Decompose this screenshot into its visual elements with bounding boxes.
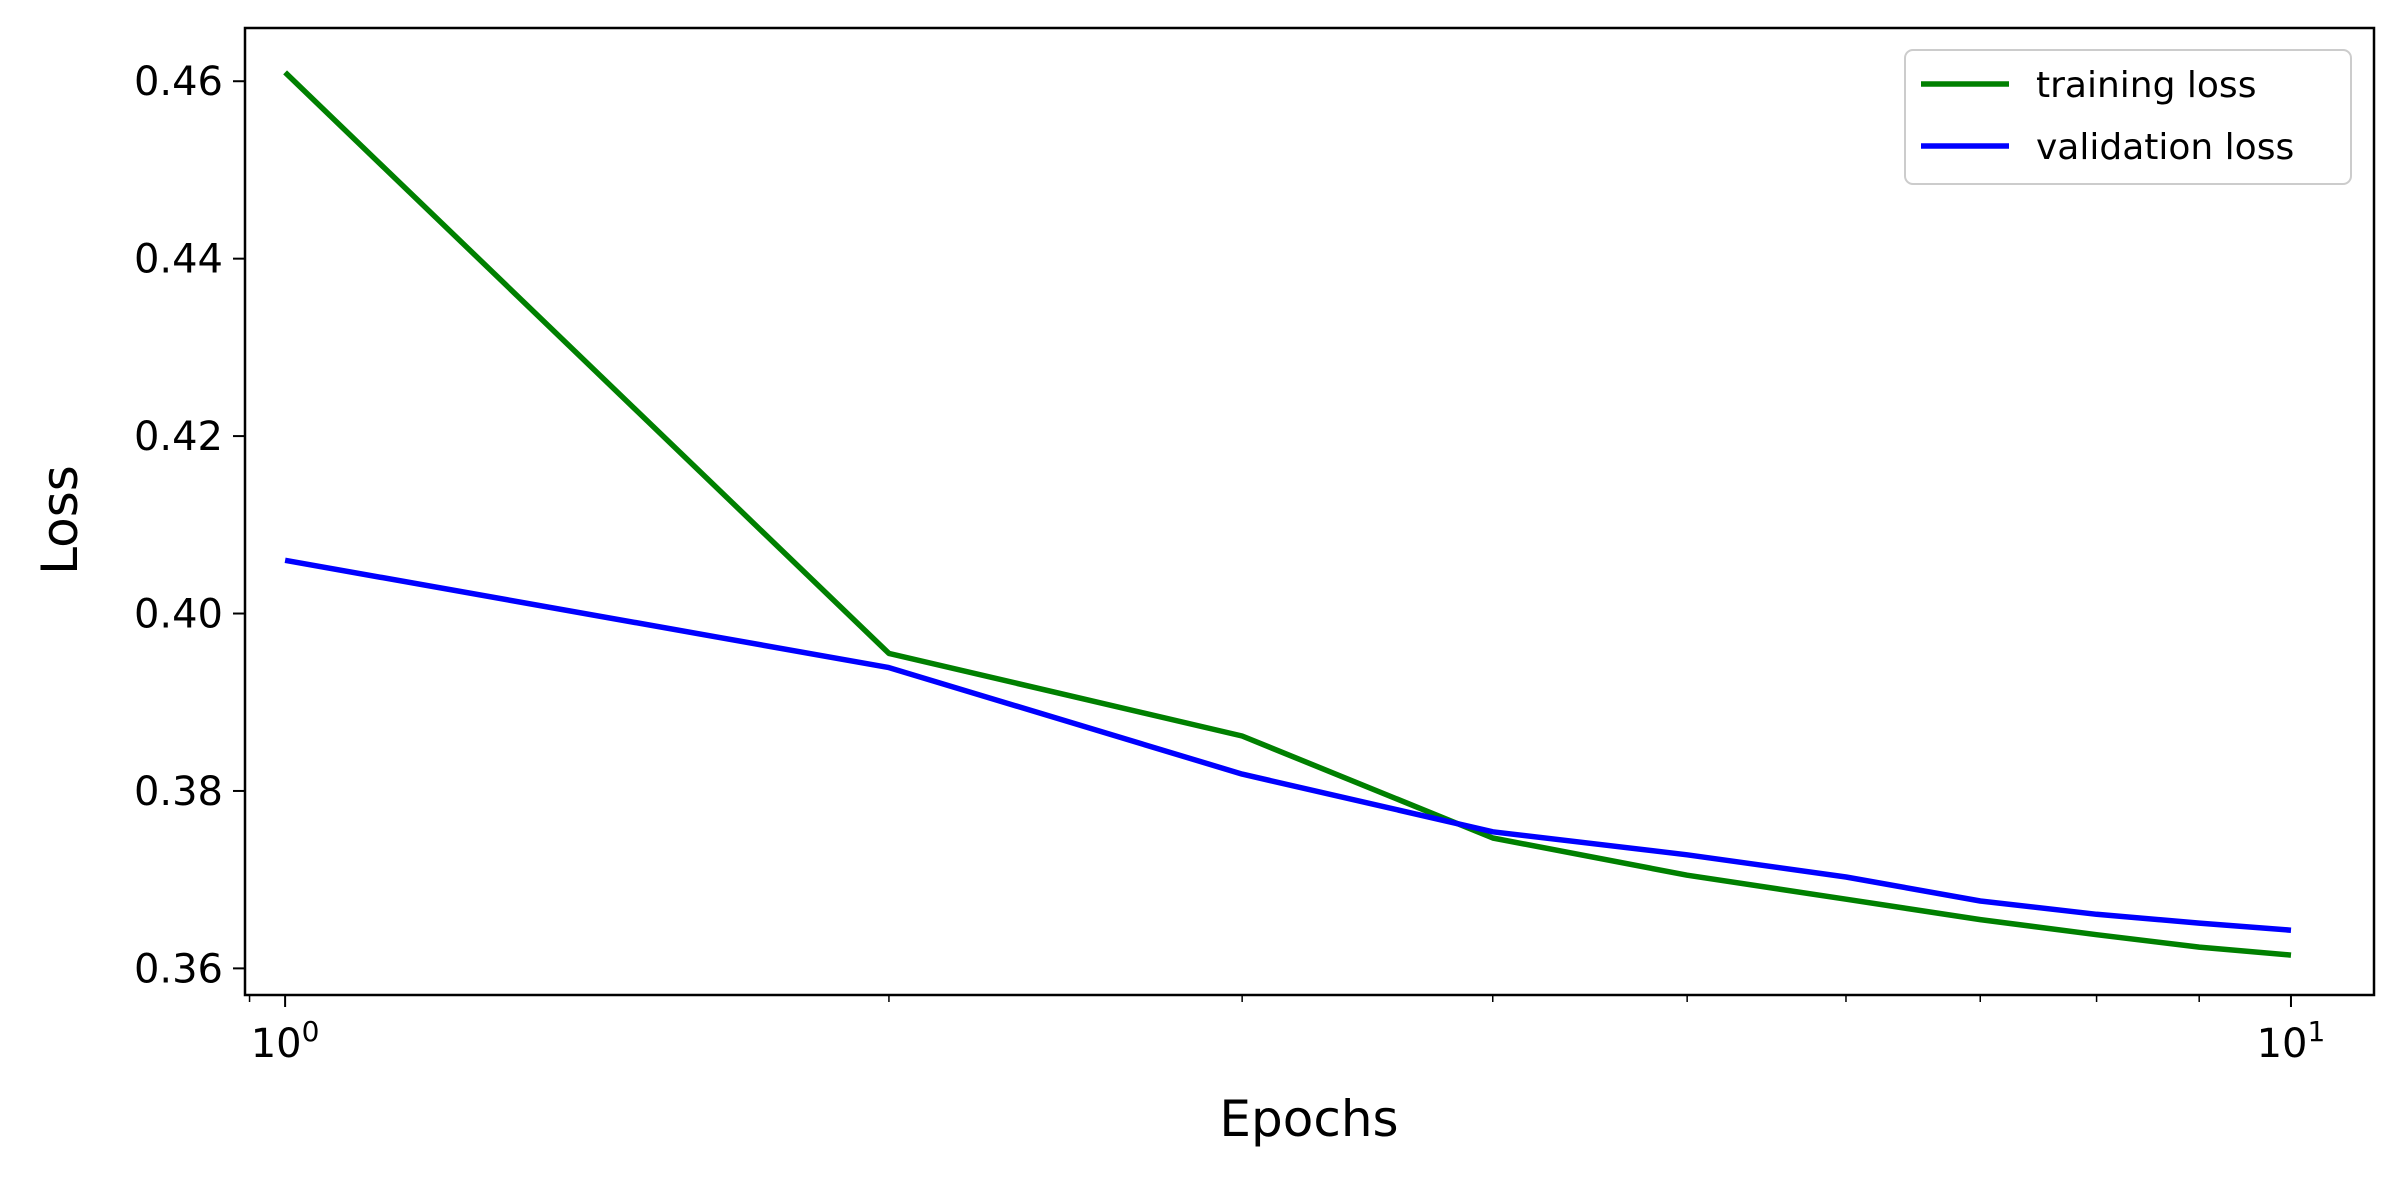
x-tick-label: 100 xyxy=(251,1015,320,1067)
y-axis-title: Loss xyxy=(31,465,89,575)
series-line-training-loss xyxy=(283,70,2292,958)
y-tick-label: 0.36 xyxy=(134,946,223,992)
series-lines xyxy=(283,70,2292,958)
x-tick-label-exponent: 0 xyxy=(302,1015,320,1048)
y-tick-label: 0.38 xyxy=(134,769,223,815)
x-axis-title: Epochs xyxy=(1219,1090,1398,1148)
series-line-validation-loss xyxy=(284,557,2292,933)
y-tick-label: 0.42 xyxy=(134,414,223,460)
y-tick-label: 0.46 xyxy=(134,59,223,105)
y-tick-label: 0.44 xyxy=(134,237,223,283)
legend-label: validation loss xyxy=(2036,127,2294,168)
x-tick-label-base: 10 xyxy=(251,1021,302,1067)
legend-label: training loss xyxy=(2036,65,2256,106)
legend: training loss validation loss xyxy=(1904,49,2352,185)
x-tick-label-exponent: 1 xyxy=(2308,1015,2326,1048)
axes xyxy=(243,26,2376,997)
legend-box xyxy=(1904,49,2352,185)
x-tick-label-base: 10 xyxy=(2257,1021,2308,1067)
plot-frame xyxy=(243,26,2376,997)
x-tick-label: 101 xyxy=(2257,1015,2326,1067)
y-tick-label: 0.40 xyxy=(134,592,223,638)
